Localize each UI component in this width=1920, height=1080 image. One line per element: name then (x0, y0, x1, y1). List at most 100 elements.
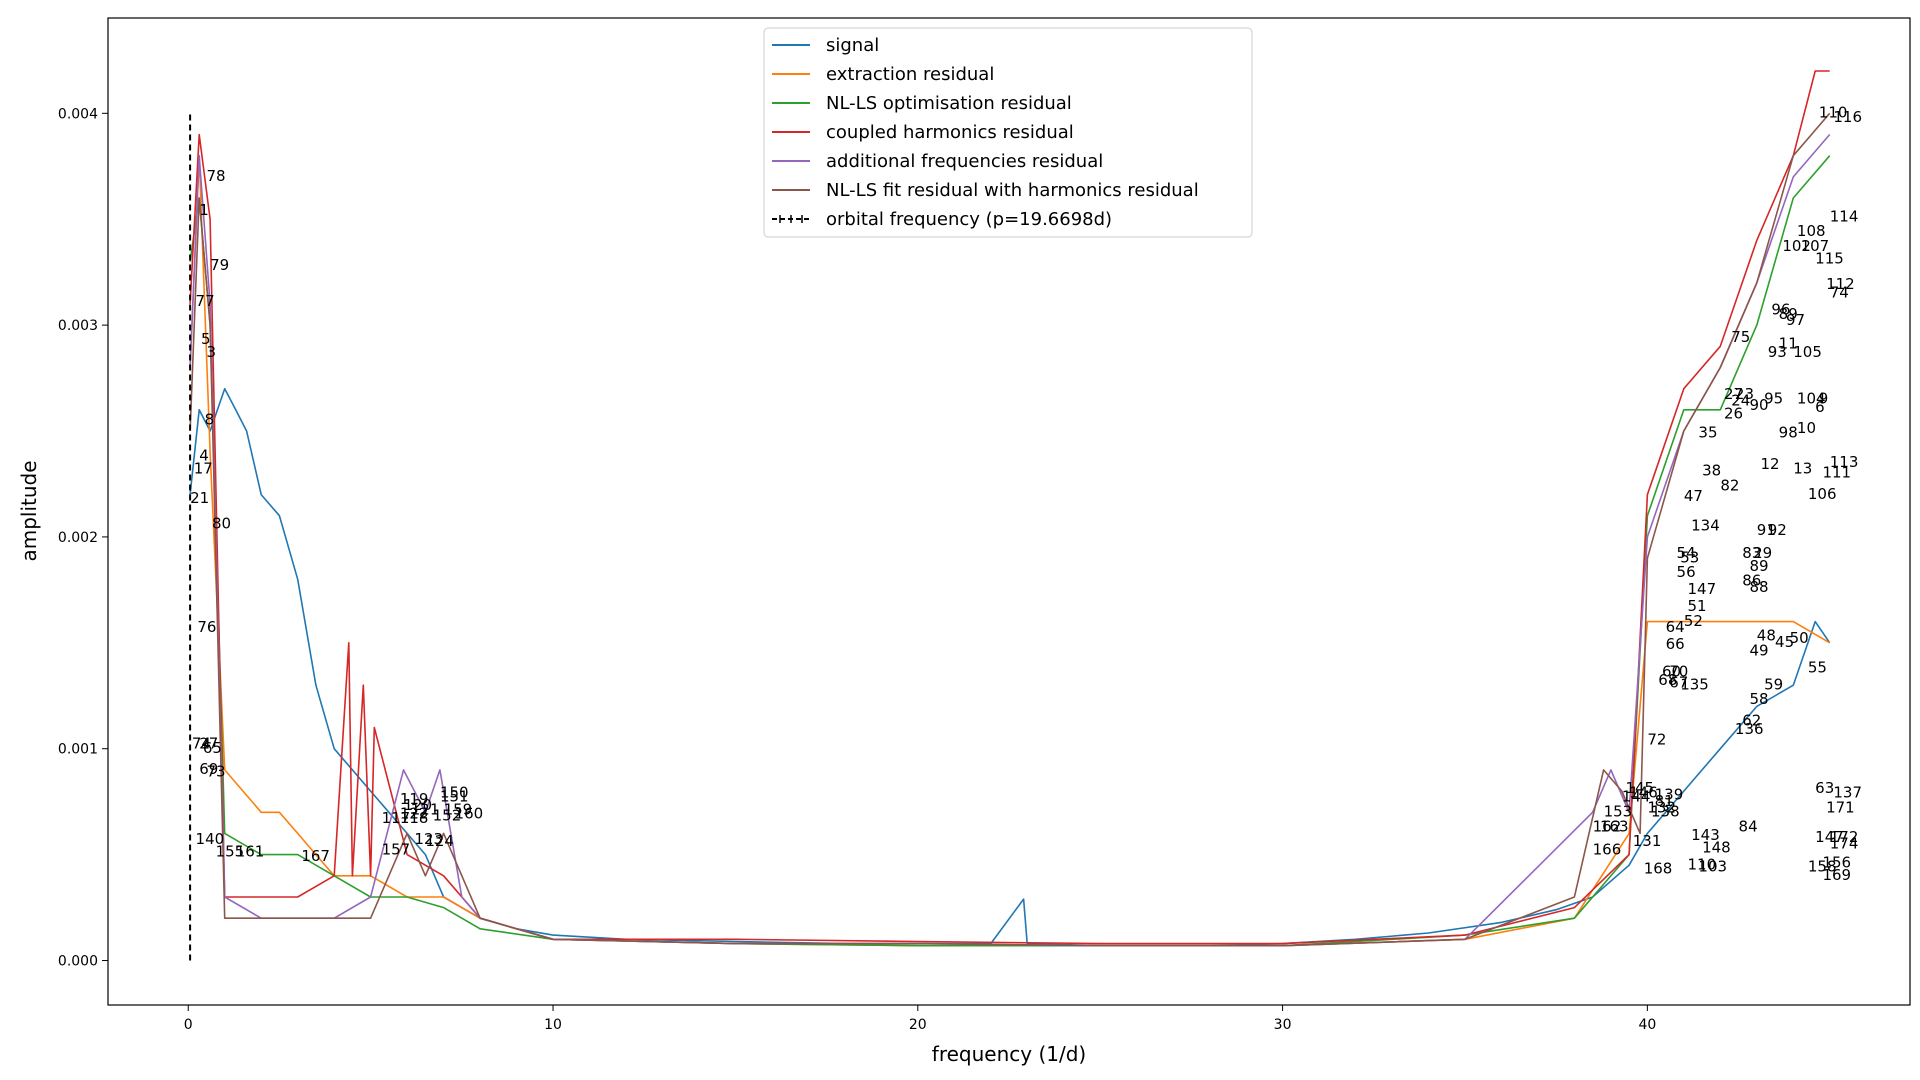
peak-label: 110 (1687, 855, 1716, 873)
peak-label: 8 (205, 411, 215, 429)
peak-label: 4 (199, 447, 209, 465)
peak-label: 160 (455, 805, 484, 823)
peak-label: 104 (1797, 389, 1826, 407)
peak-label: 26 (1724, 404, 1743, 422)
legend-label-signal: signal (826, 35, 879, 56)
peak-label: 12 (1760, 455, 1779, 473)
peak-label: 161 (236, 843, 265, 861)
peak-label: 76 (197, 618, 216, 636)
peak-label: 103 (1698, 858, 1727, 876)
peak-label: 81 (1655, 792, 1674, 810)
peak-label: 174 (1830, 834, 1859, 852)
peak-label: 69 (199, 760, 218, 778)
peak-label: 96 (1771, 301, 1790, 319)
peak-label: 66 (1666, 635, 1685, 653)
y-tick-label: 0.004 (58, 106, 98, 122)
peak-label: 45 (1775, 633, 1794, 651)
peak-label: 72 (1647, 730, 1666, 748)
peak-label: 123 (414, 830, 443, 848)
peak-label: 58 (1749, 690, 1768, 708)
peak-label: 24 (1731, 392, 1750, 410)
peak-label: 67 (1669, 673, 1688, 691)
peak-label: 62 (1742, 711, 1761, 729)
peak-label: 55 (1808, 658, 1827, 676)
peak-label: 3 (206, 343, 216, 361)
peak-label: 17 (194, 459, 213, 477)
peak-label: 97 (1786, 311, 1805, 329)
legend-label-coupled-harmonics-residual: coupled harmonics residual (826, 122, 1074, 143)
peak-label: 5 (201, 330, 211, 348)
peak-label: 10 (1797, 419, 1816, 437)
legend: signal extraction residual NL-LS optimisat… (763, 27, 1253, 238)
peak-label: 90 (1749, 396, 1768, 414)
peak-label: 147 (1815, 828, 1844, 846)
peak-label: 140 (196, 830, 225, 848)
legend-box (763, 27, 1253, 238)
peak-label: 1 (199, 201, 209, 219)
legend-label-nl-ls-fit-residual-with-harmonics-residual: NL-LS fit residual with harmonics residu… (826, 180, 1199, 201)
peak-label: 84 (1739, 817, 1758, 835)
y-axis-ticks: 0.000 0.001 0.002 0.003 0.004 (58, 106, 108, 970)
peak-label: 156 (1822, 853, 1851, 871)
peak-label: 132 (1647, 798, 1676, 816)
peak-label: 89 (1779, 305, 1798, 323)
peak-label: 107 (1801, 237, 1830, 255)
peak-label: 9 (1819, 389, 1829, 407)
y-tick-label: 0.003 (58, 318, 98, 334)
peak-label: 89 (1749, 557, 1768, 575)
peak-label: 74 (1830, 284, 1849, 302)
peak-label: 147 (1687, 580, 1716, 598)
legend-label-extraction-residual: extraction residual (826, 64, 994, 85)
legend-label-additional-frequencies-residual: additional frequencies residual (826, 151, 1103, 172)
peak-label: 86 (1742, 572, 1761, 590)
x-tick-label: 40 (1638, 1017, 1656, 1033)
peak-label: 29 (1753, 544, 1772, 562)
peak-label: 53 (1680, 548, 1699, 566)
peak-label: 11 (1779, 334, 1798, 352)
peak-label: 38 (1702, 461, 1721, 479)
peak-label: 163 (1600, 817, 1629, 835)
peak-label: 83 (1742, 544, 1761, 562)
legend-label-nl-ls-optimisation-residual: NL-LS optimisation residual (826, 93, 1072, 114)
peak-label: 102 (1782, 237, 1811, 255)
peak-label: 136 (1735, 720, 1764, 738)
peak-label: 51 (1687, 597, 1706, 615)
peak-label: 56 (1677, 563, 1696, 581)
peak-label: 63 (1815, 779, 1834, 797)
peak-label: 74 (192, 735, 211, 753)
peak-label: 118 (400, 809, 429, 827)
peak-label: 115 (1815, 250, 1844, 268)
peak-label: 75 (1731, 328, 1750, 346)
peak-label: 79 (210, 256, 229, 274)
y-tick-label: 0.000 (58, 954, 98, 970)
peak-label: 92 (1768, 521, 1787, 539)
peak-label: 144 (1622, 788, 1651, 806)
peak-label: 124 (425, 832, 454, 850)
peak-label: 157 (382, 841, 411, 859)
peak-label: 108 (1797, 222, 1826, 240)
peak-label: 120 (403, 796, 432, 814)
x-tick-label: 30 (1274, 1017, 1292, 1033)
peak-label: 110 (1819, 104, 1848, 122)
plot-frame (107, 17, 1911, 1006)
peak-label: 155 (216, 843, 245, 861)
peak-label: 88 (1749, 578, 1768, 596)
peak-label: 134 (1691, 517, 1720, 535)
peak-label: 77 (196, 292, 215, 310)
peak-label: 95 (1764, 389, 1783, 407)
peak-label: 166 (1593, 841, 1622, 859)
peak-label: 47 (1684, 487, 1703, 505)
peak-label: 114 (1830, 207, 1859, 225)
x-axis-label: frequency (1/d) (932, 1042, 1086, 1066)
peak-label: 106 (1808, 485, 1837, 503)
peak-label: 98 (1779, 423, 1798, 441)
peak-label: 162 (1593, 817, 1622, 835)
peak-label: 52 (1684, 612, 1703, 630)
peak-label: 65 (203, 739, 222, 757)
peak-label: 138 (1651, 802, 1680, 820)
y-tick-label: 0.001 (58, 742, 98, 758)
peak-label: 35 (1698, 423, 1717, 441)
peak-label: 152 (433, 807, 462, 825)
peak-label: 131 (1633, 832, 1662, 850)
